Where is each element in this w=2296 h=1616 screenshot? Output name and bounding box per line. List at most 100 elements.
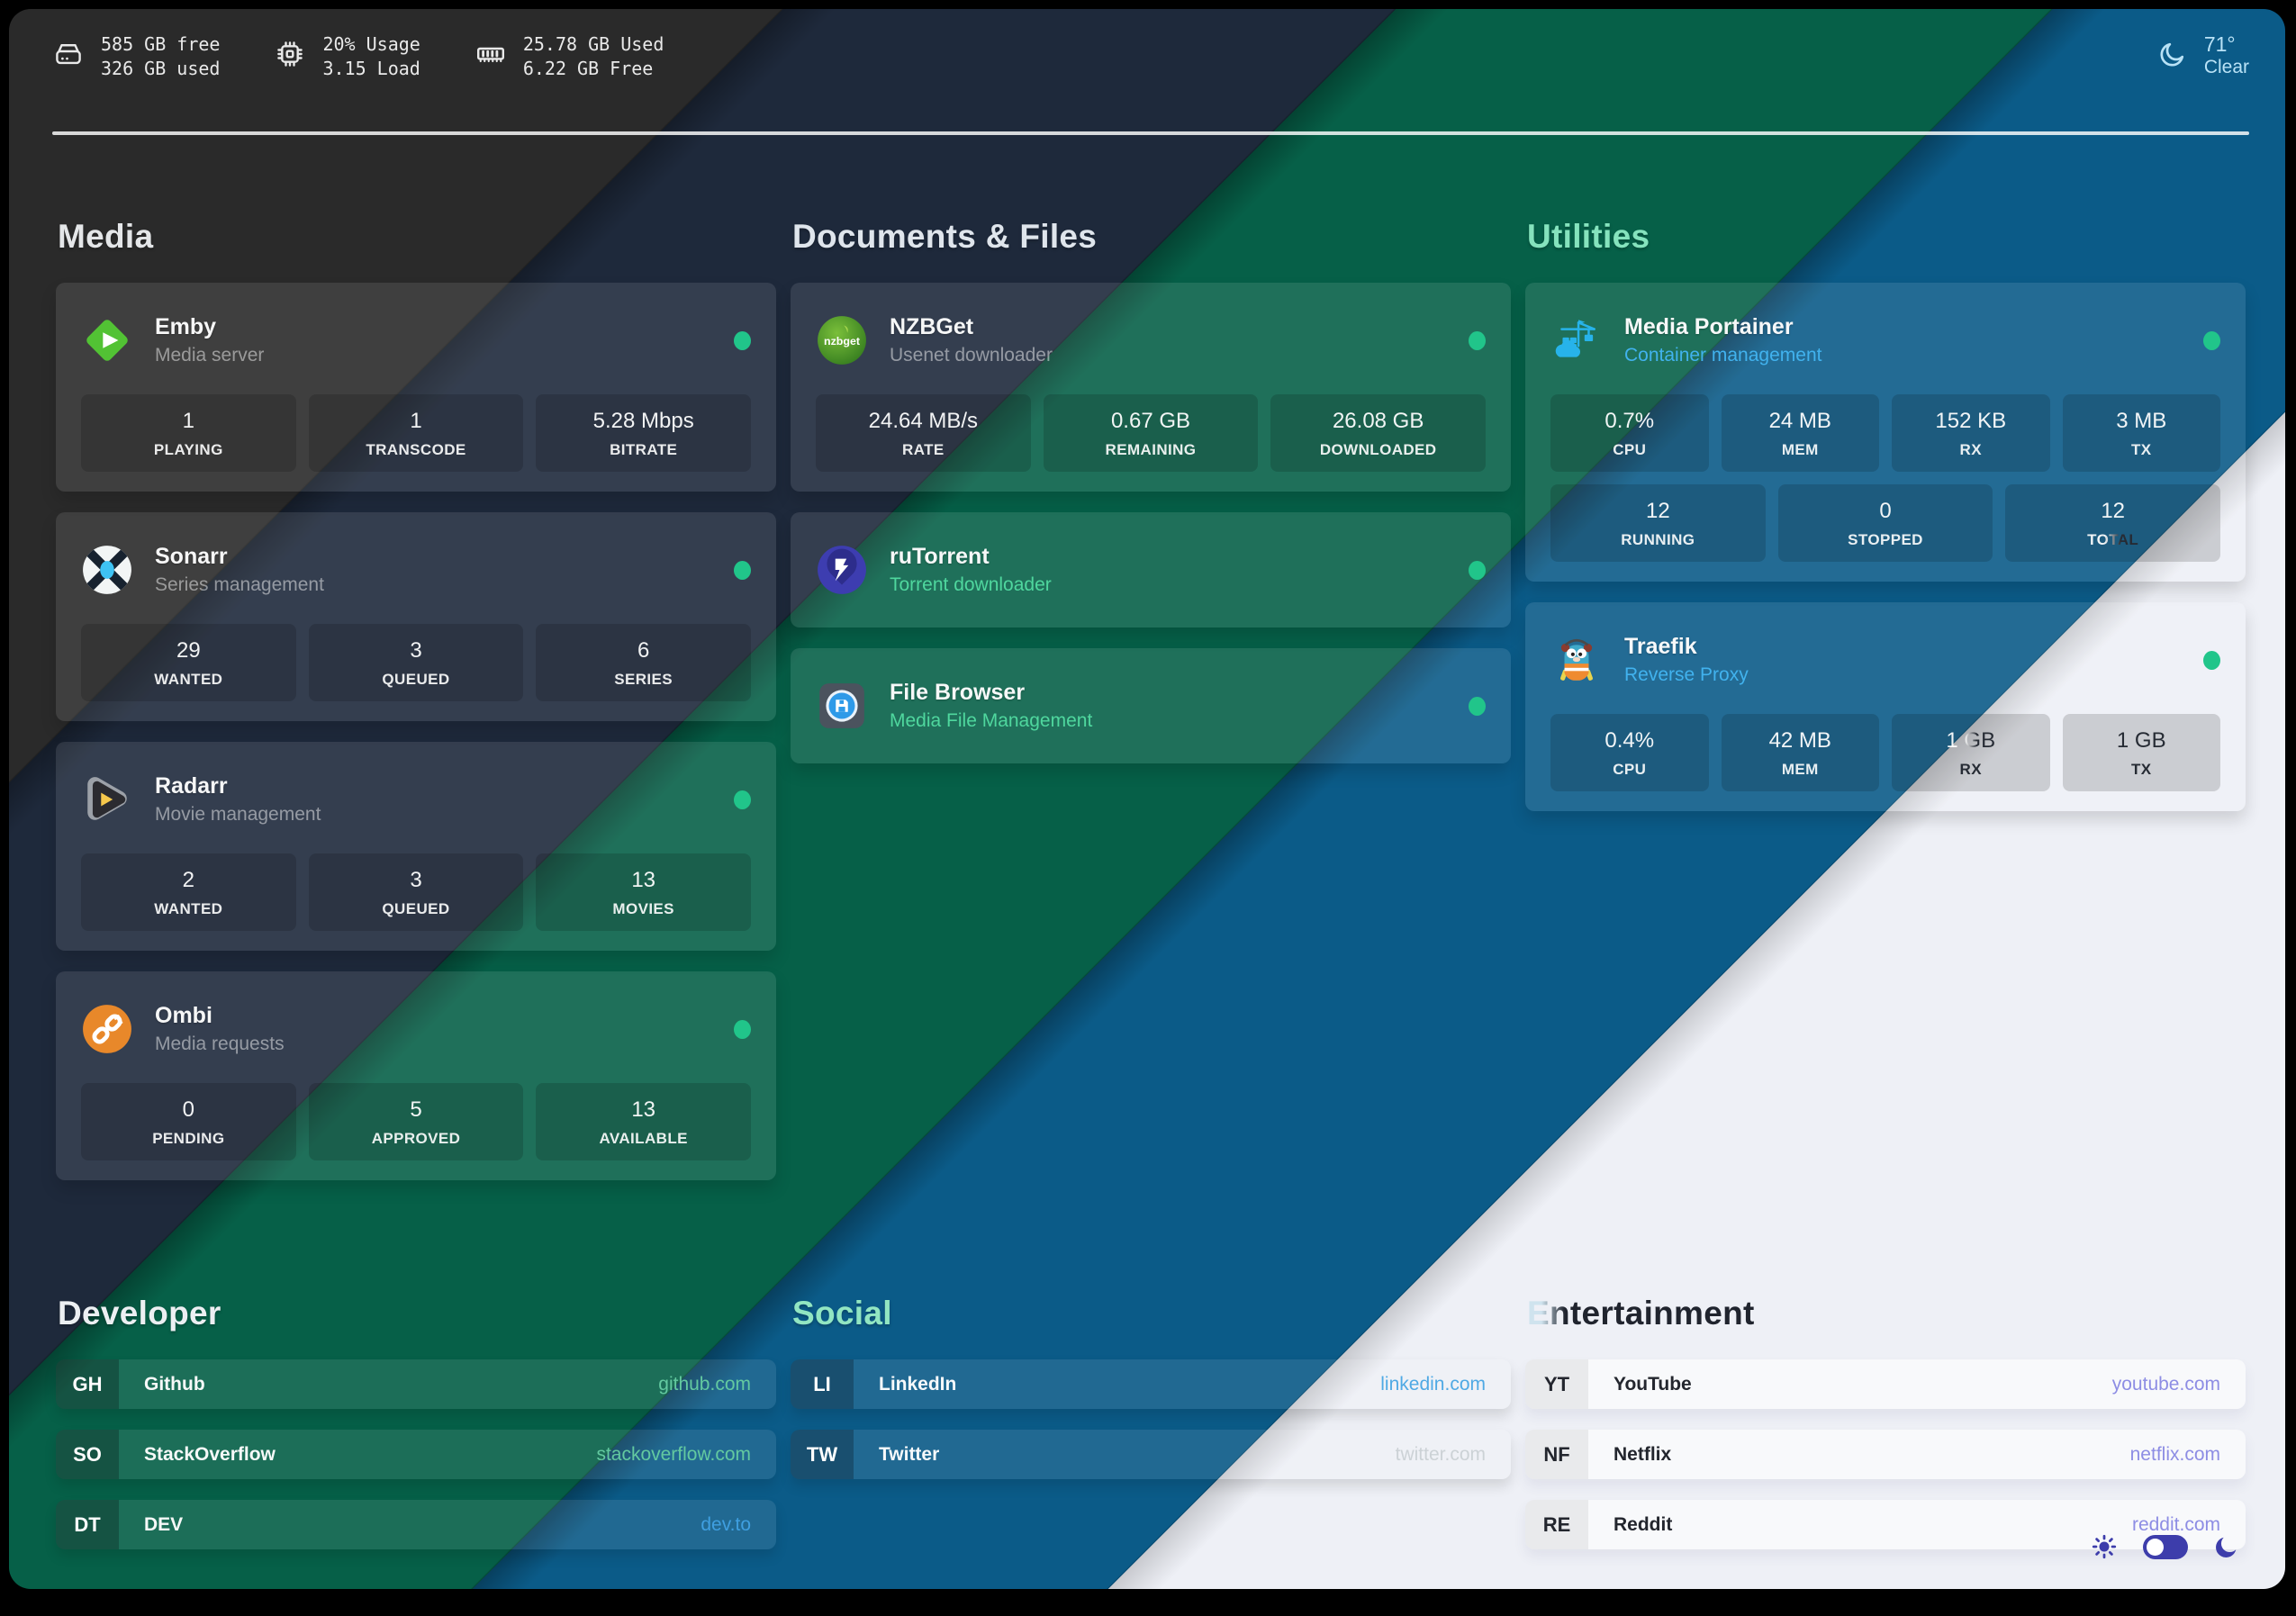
stat-value: 12 — [1645, 499, 1670, 523]
section-utilities: Utilities — [1525, 218, 2246, 832]
weather-condition: Clear — [2203, 57, 2249, 77]
section-title: Social — [792, 1295, 892, 1332]
disk-stat: 585 GB free 326 GB used — [52, 32, 220, 81]
stat-value: 5.28 Mbps — [592, 409, 694, 433]
section-social: Social LI LinkedIn linkedin.com TW Twitt… — [791, 1295, 1511, 1500]
app-description: Media File Management — [890, 710, 1093, 731]
link-domain: stackoverflow.com — [596, 1443, 751, 1465]
stat-value: 5 — [410, 1097, 422, 1122]
stat-box: 29 WANTED — [81, 624, 296, 701]
stat-value: 1 — [182, 409, 194, 433]
stat-box: 1 TRANSCODE — [308, 394, 524, 472]
section-title: Developer — [58, 1295, 221, 1332]
toggle-knob — [2147, 1538, 2164, 1556]
link-domain: netflix.com — [2129, 1443, 2220, 1465]
link-row-youtube[interactable]: YT YouTube youtube.com — [1525, 1359, 2246, 1409]
dashboard-root: 585 GB free 326 GB used 20% Usage 3.15 L… — [9, 9, 2285, 1589]
stat-box: 0 PENDING — [81, 1083, 296, 1160]
app-name: Media Portainer — [1624, 314, 1794, 339]
link-name: StackOverflow — [144, 1443, 276, 1465]
stat-value: 1 — [410, 409, 422, 433]
section-title: Documents & Files — [792, 218, 1098, 255]
link-tag: YT — [1525, 1359, 1588, 1409]
status-indicator — [1469, 330, 1486, 350]
app-card-portainer[interactable]: Media Portainer Container management 0.7… — [1525, 283, 2246, 582]
sun-icon[interactable] — [2091, 1533, 2118, 1560]
app-name: Emby — [155, 314, 217, 339]
link-row-dev[interactable]: DT DEV dev.to — [56, 1500, 776, 1549]
traefik-icon — [1550, 634, 1603, 686]
weather-temperature: 71° — [2203, 32, 2236, 56]
stat-value: 13 — [631, 868, 656, 892]
radarr-icon — [81, 773, 133, 826]
app-name: NZBGet — [890, 314, 974, 339]
link-tag: RE — [1525, 1500, 1588, 1549]
disk-used: 326 GB used — [101, 58, 221, 79]
status-indicator — [734, 560, 751, 580]
stat-value: 42 MB — [1768, 728, 1831, 753]
stat-value: 0.4% — [1604, 728, 1655, 753]
stat-value: 0.7% — [1604, 409, 1655, 433]
status-indicator — [734, 330, 751, 350]
emby-icon — [81, 314, 133, 366]
app-card-ombi[interactable]: Ombi Media requests 0 PENDING 5 APPROVED — [56, 971, 776, 1180]
ram-icon — [475, 38, 507, 77]
app-card-traefik[interactable]: Traefik Reverse Proxy 0.4% CPU 42 MB MEM — [1525, 602, 2246, 811]
status-indicator — [2203, 330, 2220, 350]
ombi-icon — [81, 1003, 133, 1055]
cpu-icon — [274, 38, 306, 77]
app-card-sonarr[interactable]: Sonarr Series management 29 WANTED 3 QUE… — [56, 512, 776, 721]
link-row-twitter[interactable]: TW Twitter twitter.com — [791, 1430, 1511, 1479]
stat-box: 24.64 MB/s RATE — [816, 394, 1031, 472]
system-stats: 585 GB free 326 GB used 20% Usage 3.15 L… — [52, 32, 664, 81]
stat-value: 24.64 MB/s — [868, 409, 979, 433]
theme-toggles — [2091, 1533, 2240, 1560]
link-tag: SO — [56, 1430, 119, 1479]
ram-stat: 25.78 GB Used 6.22 GB Free — [475, 32, 664, 81]
app-description: Media requests — [155, 1034, 285, 1054]
stat-value: 1 GB — [2116, 728, 2166, 753]
stat-box: 2 WANTED — [81, 853, 296, 931]
section-documents: Documents & Files nzbget — [791, 218, 1511, 784]
theme-toggle-switch[interactable] — [2143, 1534, 2188, 1559]
link-row-linkedin[interactable]: LI LinkedIn linkedin.com — [791, 1359, 1511, 1409]
stat-label: RUNNING — [1621, 531, 1695, 548]
topbar-divider — [52, 131, 2249, 135]
app-card-emby[interactable]: Emby Media server 1 PLAYING 1 TRANSCODE — [56, 283, 776, 492]
app-card-radarr[interactable]: Radarr Movie management 2 WANTED 3 QUEUE… — [56, 742, 776, 951]
stat-label: CPU — [1613, 441, 1647, 458]
stat-value: 0.67 GB — [1110, 409, 1191, 433]
stat-value: 26.08 GB — [1332, 409, 1424, 433]
moon-icon-toggle[interactable] — [2213, 1533, 2240, 1560]
link-name: Github — [144, 1373, 205, 1395]
link-row-reddit[interactable]: RE Reddit reddit.com — [1525, 1500, 2246, 1549]
link-row-stackoverflow[interactable]: SO StackOverflow stackoverflow.com — [56, 1430, 776, 1479]
svg-text:nzbget: nzbget — [824, 335, 860, 348]
stat-label: WANTED — [154, 671, 223, 688]
stat-box: 152 KB RX — [1892, 394, 2050, 472]
stat-box: 1 GB TX — [2062, 714, 2220, 791]
stat-label: MEM — [1781, 441, 1819, 458]
link-tag: LI — [791, 1359, 854, 1409]
app-name: Ombi — [155, 1003, 212, 1028]
link-name: Netflix — [1614, 1443, 1672, 1465]
stat-value: 12 — [2101, 499, 2126, 523]
section-entertainment: Entertainment YT YouTube youtube.com NF … — [1525, 1295, 2246, 1570]
link-tag: GH — [56, 1359, 119, 1409]
link-domain: dev.to — [701, 1513, 751, 1535]
stat-label: BITRATE — [610, 441, 678, 458]
link-row-netflix[interactable]: NF Netflix netflix.com — [1525, 1430, 2246, 1479]
app-card-rutorrent[interactable]: ruTorrent Torrent downloader — [791, 512, 1511, 627]
stat-box: 13 AVAILABLE — [536, 1083, 751, 1160]
stat-box: 3 QUEUED — [308, 853, 524, 931]
weather-widget[interactable]: 71° Clear — [2157, 32, 2249, 79]
sonarr-icon — [81, 544, 133, 596]
stat-label: WANTED — [154, 900, 223, 917]
stat-label: TOTAL — [2012, 531, 2213, 549]
app-card-nzbget[interactable]: nzbget NZBGet Usenet downloader 24.64 MB… — [791, 283, 1511, 492]
stat-label: RATE — [902, 441, 945, 458]
link-row-github[interactable]: GH Github github.com — [56, 1359, 776, 1409]
app-card-filebrowser[interactable]: File Browser Media File Management — [791, 648, 1511, 763]
status-indicator — [734, 1019, 751, 1039]
link-name: LinkedIn — [879, 1373, 957, 1395]
